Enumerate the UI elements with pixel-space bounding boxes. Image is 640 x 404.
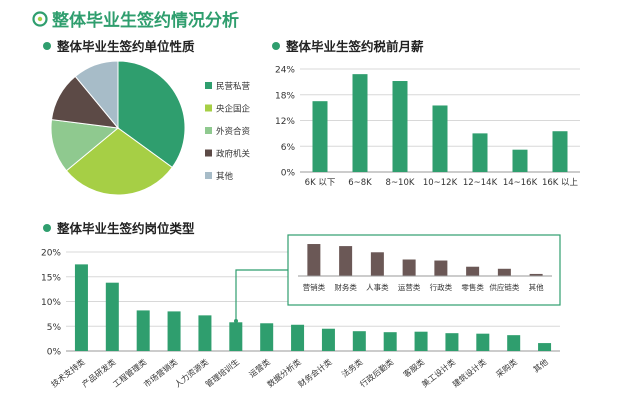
bar <box>402 259 416 276</box>
y-tick-label: 0% <box>281 169 296 179</box>
pie-slice <box>74 60 119 130</box>
x-tick-label: 12~14K <box>463 178 498 188</box>
salary-bar-chart: 0% 6% 12% 18% 24% 6K 以下 6~8K 8~10K 10~12K 12~14K 1… <box>275 66 580 188</box>
x-tick-label: 行政类 <box>430 282 453 292</box>
x-tick-label: 营销类 <box>303 282 326 292</box>
legend-swatch <box>205 127 212 134</box>
bar <box>136 310 150 351</box>
y-tick-label: 10% <box>41 298 61 308</box>
legend-label: 央企国企 <box>216 104 251 115</box>
legend-swatch <box>205 172 212 179</box>
y-tick-label: 24% <box>275 66 295 76</box>
bar <box>497 268 511 276</box>
pie-chart-title: 整体毕业生签约单位性质 <box>57 39 195 54</box>
pie-slice <box>117 60 186 169</box>
bar <box>291 324 305 351</box>
bar <box>307 244 321 276</box>
x-tick-label: 14~16K <box>503 178 538 188</box>
legend-label: 其他 <box>216 171 234 182</box>
legend-label: 民营私营 <box>216 81 250 92</box>
bar <box>432 105 448 172</box>
y-tick-label: 20% <box>41 249 61 259</box>
y-tick-label: 12% <box>275 117 295 127</box>
y-tick-label: 5% <box>47 323 62 333</box>
legend-swatch <box>205 149 212 157</box>
bar <box>339 246 353 276</box>
bar <box>229 322 243 351</box>
bar <box>105 282 119 351</box>
bar <box>74 264 88 351</box>
legend-swatch <box>205 104 212 112</box>
bar <box>352 331 366 351</box>
bar <box>352 74 368 172</box>
bar <box>198 315 212 351</box>
bar <box>507 335 521 351</box>
bar <box>472 133 488 172</box>
x-tick-label: 法务类 <box>339 357 364 380</box>
bar <box>538 343 552 351</box>
y-tick-label: 18% <box>275 91 295 101</box>
x-tick-label: 供应链类 <box>489 282 519 292</box>
x-tick-label: 8~10K <box>386 178 415 188</box>
bar <box>312 101 328 172</box>
bar <box>260 323 274 351</box>
x-tick-label: 6~8K <box>348 178 372 188</box>
x-tick-label: 零售类 <box>461 282 484 292</box>
bar <box>434 260 448 276</box>
x-tick-label: 建筑设计类 <box>450 357 488 390</box>
legend-swatch <box>205 82 212 89</box>
x-tick-label: 采购类 <box>494 357 519 380</box>
bar <box>383 332 397 351</box>
bar <box>476 333 490 351</box>
bar <box>167 311 181 351</box>
x-tick-label: 10~12K <box>423 178 458 188</box>
connector-dot <box>234 319 238 323</box>
y-tick-label: 0% <box>47 348 62 358</box>
bar <box>512 149 528 172</box>
bar <box>445 333 459 351</box>
position-chart-title: 整体毕业生签约岗位类型 <box>57 221 195 236</box>
x-tick-label: 管理培训生 <box>203 357 241 390</box>
section-dot-icon <box>43 42 51 50</box>
x-tick-label: 运营类 <box>398 282 421 292</box>
x-tick-label: 行政后勤类 <box>358 357 396 390</box>
x-tick-label: 财务会计类 <box>296 357 334 390</box>
x-tick-label: 人事类 <box>366 282 389 292</box>
x-tick-label: 其他 <box>529 282 544 292</box>
bar <box>529 273 543 276</box>
legend-label: 外资合资 <box>216 126 251 137</box>
inset-connector <box>235 269 288 321</box>
bar <box>466 266 480 276</box>
title-ring-center-icon <box>37 16 43 22</box>
y-tick-label: 15% <box>41 273 61 283</box>
page-title: 整体毕业生签约情况分析 <box>52 10 239 31</box>
bar <box>370 252 384 276</box>
y-tick-label: 6% <box>281 143 296 153</box>
section-dot-icon <box>43 224 51 232</box>
inset-bar-chart: 营销类 财务类 人事类 运营类 行政类 零售类 供应链类 其他 <box>234 234 561 323</box>
bar <box>392 81 408 172</box>
legend-label: 政府机关 <box>216 149 251 160</box>
bar <box>552 131 568 172</box>
x-tick-label: 其他 <box>531 357 550 375</box>
inset-frame <box>287 234 561 306</box>
x-tick-label: 运营类 <box>247 357 272 380</box>
salary-chart-title: 整体毕业生签约税前月薪 <box>286 39 424 54</box>
pie-slice <box>65 127 173 196</box>
title-ring-icon <box>32 11 48 27</box>
bar <box>321 328 335 351</box>
bar <box>414 331 428 351</box>
x-tick-label: 客服类 <box>401 357 426 380</box>
x-tick-label: 16K 以上 <box>542 178 579 188</box>
x-tick-label: 财务类 <box>334 282 357 292</box>
pie-slice <box>50 119 120 172</box>
x-tick-label: 6K 以下 <box>305 178 336 188</box>
section-dot-icon <box>272 42 280 50</box>
